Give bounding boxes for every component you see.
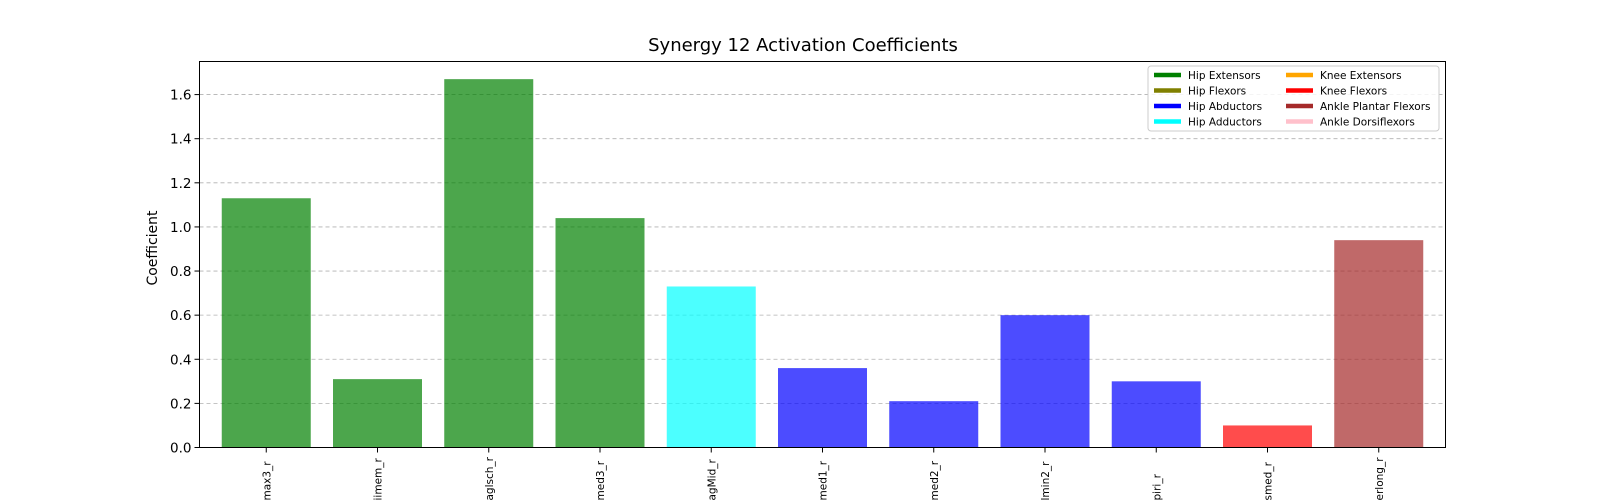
y-tick-label: 0.4 [170, 352, 191, 368]
x-tick-label: med2_r [929, 460, 941, 500]
x-tick-label: max3_r [261, 461, 273, 500]
y-axis-ticks: 0.0 0.2 0.4 0.6 0.8 1.0 1.2 1.4 1.6 [170, 88, 200, 457]
y-tick-label: 0.0 [170, 441, 191, 457]
chart-title: Synergy 12 Activation Coefficients [648, 35, 958, 56]
y-tick-label: 1.4 [170, 132, 191, 148]
x-tick-label: agMid_r [706, 459, 718, 500]
x-tick-label: med3_r [595, 460, 607, 500]
x-axis-ticks: max3_r iimem_r aglsch_r med3_r agMid_r med1_r… [261, 447, 1386, 501]
x-tick-label: piri_r [1151, 473, 1163, 500]
bar [1334, 240, 1424, 448]
y-axis-label: Coefficient [145, 210, 161, 286]
y-tick-label: 1.0 [170, 220, 191, 236]
y-tick-label: 1.6 [170, 88, 191, 104]
legend-box [1147, 65, 1440, 132]
x-tick-label: smed_r [1263, 461, 1275, 500]
x-tick-label: lmin2_r [1040, 461, 1052, 500]
y-tick-label: 1.2 [170, 176, 191, 192]
y-tick-label: 0.2 [170, 396, 191, 412]
legend-label: Hip Adductors [1188, 117, 1262, 129]
legend-label: Ankle Plantar Flexors [1320, 101, 1431, 113]
bar [555, 218, 645, 448]
x-tick-label: med1_r [818, 460, 830, 500]
bar [1111, 381, 1201, 448]
x-tick-label: aglsch_r [484, 456, 496, 500]
legend-label: Knee Flexors [1320, 86, 1387, 98]
y-tick-label: 0.6 [170, 308, 191, 324]
bar [1223, 425, 1312, 448]
bars [221, 79, 1424, 448]
bar [1000, 315, 1090, 448]
legend-label: Knee Extensors [1320, 70, 1402, 82]
bar [333, 379, 422, 448]
bar [221, 198, 311, 448]
x-tick-label: erlong_r [1374, 457, 1386, 500]
bar [444, 79, 534, 448]
bar [666, 286, 756, 448]
legend-label: Hip Extensors [1188, 70, 1261, 82]
y-tick-label: 0.8 [170, 264, 191, 280]
bar [778, 368, 867, 448]
bar [889, 401, 979, 448]
legend: Hip Extensors Hip Flexors Hip Abductors Hip… [1147, 65, 1440, 132]
legend-label: Hip Flexors [1188, 86, 1246, 98]
gridlines [199, 94, 1446, 404]
legend-label: Hip Abductors [1188, 101, 1262, 113]
legend-label: Ankle Dorsiflexors [1320, 117, 1415, 129]
x-tick-label: iimem_r [373, 457, 385, 500]
